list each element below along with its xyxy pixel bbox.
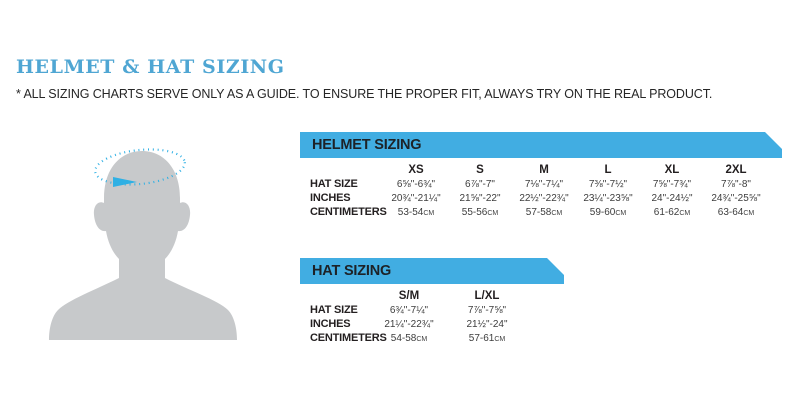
hat-sizing-table: S/M L/XL HAT SIZE 6¾"-7¼" 7⅞"-7⅝" INCHES… [300,289,526,345]
size-value: 55-56cm [461,206,499,218]
column-header-xs: XS [408,164,424,176]
size-value: 23¼"-23⅝" [583,192,633,204]
row-label-inches: INCHES [310,192,351,204]
size-value: 22½"-22¾" [519,192,569,204]
size-value: 54-58cm [390,332,428,344]
size-value: 57-61cm [468,332,506,344]
column-header-sm: S/M [398,290,420,302]
size-value: 6¾"-7¼" [389,304,429,316]
size-value: 63-64cm [717,206,755,218]
size-value: 57-58cm [525,206,563,218]
size-value: 6⅞"-7" [465,178,495,190]
column-header-xl: XL [664,164,680,176]
size-value: 59-60cm [589,206,627,218]
hat-sizing-banner: HAT SIZING [300,258,564,284]
helmet-banner-title: HELMET SIZING [312,137,422,153]
column-header-lxl: L/XL [474,290,500,302]
size-value: 7⅞"-7⅝" [467,304,507,316]
head-silhouette [49,151,237,340]
measuring-line-ellipse [94,148,186,186]
row-label-hat-size: HAT SIZE [310,304,358,316]
row-label-hat-size: HAT SIZE [310,178,358,190]
size-value: 7⅛"-7¼" [524,178,564,190]
size-value: 24¾"-25⅝" [711,192,761,204]
size-value: 21⅝"-22" [459,192,501,204]
row-label-inches: INCHES [310,318,351,330]
column-header-s: S [476,164,484,176]
size-value: 21¼"-22¾" [384,318,434,330]
size-value: 7⅝"-7¾" [652,178,692,190]
size-value: 20¾"-21¼" [391,192,441,204]
column-header-m: M [539,164,549,176]
size-value: 61-62cm [653,206,691,218]
helmet-sizing-table: XS S M L XL 2XL HAT SIZE 6⅝"-6¾" 6⅞"-7" … [300,163,768,219]
size-value: 7⅜"-7½" [588,178,628,190]
row-label-centimeters: CENTIMETERS [310,206,387,218]
size-value: 53-54cm [397,206,435,218]
hat-banner-title: HAT SIZING [312,263,392,279]
size-value: 7⅞"-8" [721,178,751,190]
size-value: 24"-24½" [651,192,693,204]
measure-arrow-icon [113,177,137,187]
page-title: HELMET & HAT SIZING [16,56,285,78]
row-label-centimeters: CENTIMETERS [310,332,387,344]
column-header-l: L [604,164,612,176]
size-value: 6⅝"-6¾" [396,178,436,190]
head-silhouette-graphic [49,148,237,340]
helmet-sizing-banner: HELMET SIZING [300,132,782,158]
column-header-2xl: 2XL [725,164,747,176]
size-value: 21½"-24" [466,318,508,330]
disclaimer-text: * ALL SIZING CHARTS SERVE ONLY AS A GUID… [16,87,713,101]
